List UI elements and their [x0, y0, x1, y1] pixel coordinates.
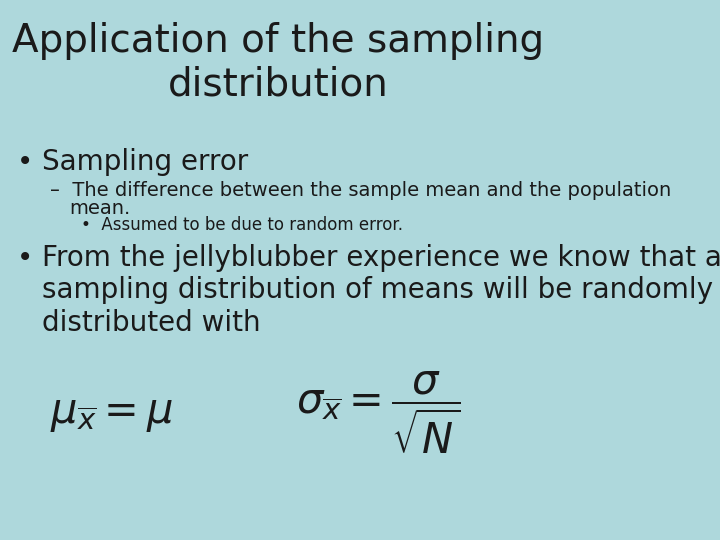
Text: •: • [17, 148, 33, 177]
Text: –  The difference between the sample mean and the population: – The difference between the sample mean… [50, 181, 671, 200]
Text: $\sigma_{\overline{x}} = \dfrac{\sigma}{\sqrt{N}}$: $\sigma_{\overline{x}} = \dfrac{\sigma}{… [296, 370, 460, 456]
Text: From the jellyblubber experience we know that a
sampling distribution of means w: From the jellyblubber experience we know… [42, 244, 720, 337]
Text: Application of the sampling
distribution: Application of the sampling distribution [12, 22, 544, 104]
Text: •  Assumed to be due to random error.: • Assumed to be due to random error. [81, 216, 402, 234]
Text: mean.: mean. [70, 199, 131, 218]
Text: $\mu_{\overline{x}} = \mu$: $\mu_{\overline{x}} = \mu$ [50, 392, 173, 434]
Text: •: • [17, 244, 33, 272]
Text: Sampling error: Sampling error [42, 148, 248, 177]
